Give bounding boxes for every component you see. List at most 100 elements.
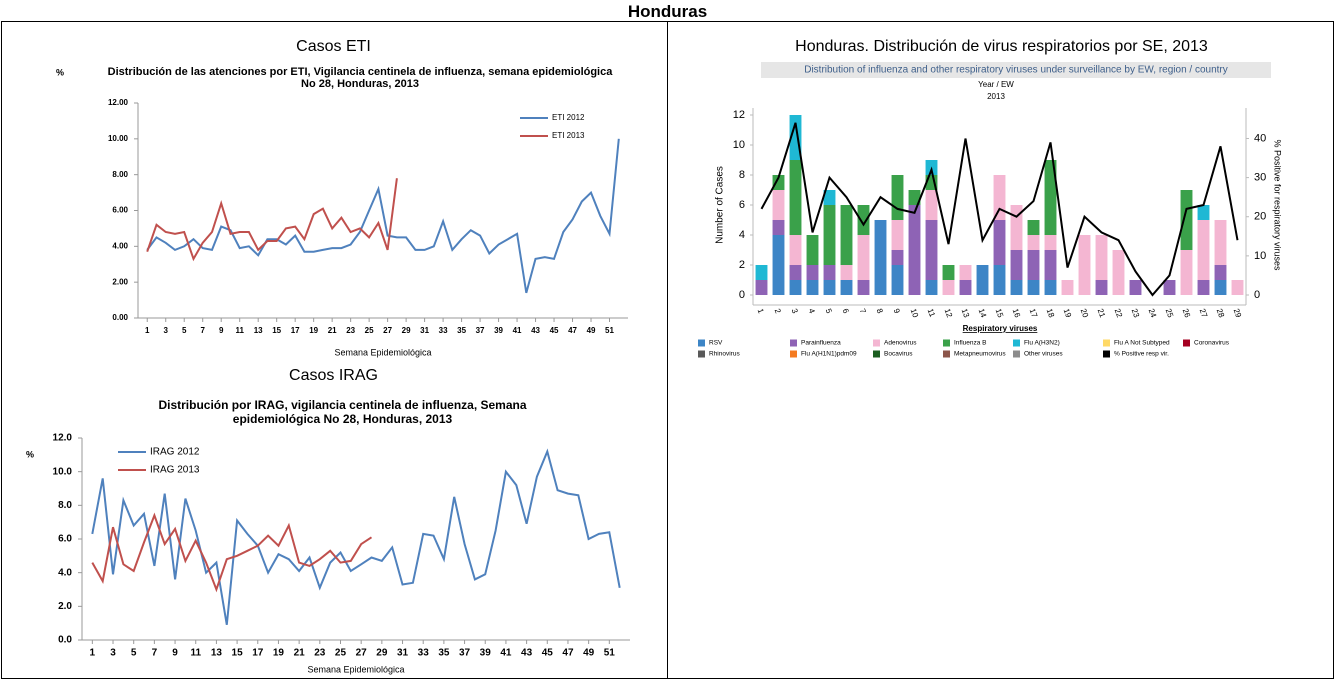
x-tick-label: 33 — [418, 648, 430, 659]
bar-segment — [993, 175, 1006, 220]
x-tick-label: 10 — [909, 307, 921, 319]
x-tick-label: 35 — [438, 648, 450, 659]
x-tick-label: 15 — [994, 307, 1006, 319]
y-tick-label: 4 — [739, 229, 745, 241]
bar-segment — [1095, 280, 1108, 295]
bar-segment — [891, 250, 904, 265]
bar-segment — [1197, 220, 1210, 280]
x-tick-label: 12 — [943, 307, 955, 319]
legend-swatch — [873, 339, 880, 347]
bar-segment — [1180, 190, 1193, 250]
bar-segment — [772, 190, 785, 220]
x-tick-label: 3 — [110, 648, 116, 659]
legend-label: Rhinovirus — [709, 351, 740, 358]
x-tick-label: 39 — [480, 648, 492, 659]
bar-segment — [789, 265, 802, 280]
bar-segment — [823, 280, 836, 295]
legend-swatch — [943, 350, 950, 358]
bar-segment — [1061, 280, 1074, 295]
x-tick-label: 41 — [513, 326, 522, 335]
bar-segment — [891, 220, 904, 250]
y-axis-label: % — [26, 449, 34, 459]
legend-label: RSV — [709, 340, 723, 347]
legend-label: Bocavirus — [884, 351, 913, 358]
bar-segment — [1027, 250, 1040, 280]
bar-segment — [1010, 250, 1023, 280]
x-tick-label: 39 — [494, 326, 503, 335]
bar-segment — [908, 205, 921, 295]
y-tick-label: 12.00 — [108, 98, 129, 107]
legend-swatch — [943, 339, 950, 347]
bar-segment — [1044, 250, 1057, 280]
x-tick-label: 23 — [314, 648, 326, 659]
bar-segment — [874, 220, 887, 295]
column-divider — [667, 21, 668, 679]
bar-segment — [823, 190, 836, 205]
x-tick-label: 31 — [397, 648, 409, 659]
legend-label: ETI 2012 — [552, 113, 585, 122]
bar-segment — [1180, 250, 1193, 295]
x-tick-label: 2 — [773, 307, 783, 315]
x-tick-label: 22 — [1113, 307, 1125, 319]
y-tick-label: 2.0 — [58, 601, 72, 612]
x-tick-label: 15 — [272, 326, 281, 335]
chart-title: Distribution of influenza and other resp… — [804, 65, 1228, 76]
x-axis-label: Semana Epidemiológica — [334, 347, 431, 357]
x-tick-label: 28 — [1215, 307, 1227, 319]
x-tick-label: 26 — [1181, 307, 1193, 319]
bar-segment — [1027, 220, 1040, 235]
x-tick-label: 13 — [211, 648, 223, 659]
x-tick-label: 3 — [790, 307, 800, 315]
y-axis-label: % — [56, 67, 64, 77]
bar-segment — [908, 190, 921, 205]
bar-segment — [1027, 235, 1040, 250]
legend-label: % Positive resp vir. — [1114, 351, 1169, 358]
y2-axis-label: % Positive for respiratory viruses — [1273, 139, 1283, 271]
x-tick-label: 19 — [1062, 307, 1074, 319]
bar-segment — [772, 220, 785, 235]
x-tick-label: 25 — [335, 648, 347, 659]
section-heading: Honduras. Distribución de virus respirat… — [795, 38, 1208, 55]
x-tick-label: 29 — [1232, 307, 1244, 319]
legend-swatch — [790, 339, 797, 347]
x-tick-label: 5 — [131, 648, 137, 659]
chart-title: Distribución de las atenciones por ETI, … — [107, 66, 613, 90]
legend-label: Flu A Not Subtyped — [1114, 340, 1170, 347]
bar-segment — [840, 265, 853, 280]
bar-segment — [891, 265, 904, 295]
y2-tick-label: 20 — [1254, 211, 1266, 223]
x-tick-label: 29 — [402, 326, 411, 335]
data-line — [91, 448, 621, 625]
bar-segment — [1044, 235, 1057, 250]
legend-swatch — [1103, 339, 1110, 347]
annotation: 2013 — [987, 92, 1005, 101]
bar-segment — [1044, 280, 1057, 295]
bar-segment — [857, 235, 870, 280]
x-axis-label: Semana Epidemiológica — [307, 664, 404, 674]
bar-segment — [1044, 160, 1057, 235]
x-tick-label: 9 — [892, 307, 902, 315]
x-tick-label: 5 — [182, 326, 187, 335]
x-tick-label: 21 — [294, 648, 306, 659]
bar-segment — [1231, 280, 1244, 295]
title-banner — [761, 62, 1271, 78]
x-tick-label: 47 — [562, 648, 574, 659]
x-tick-label: 20 — [1079, 307, 1091, 319]
legend-swatch — [698, 339, 705, 347]
x-tick-label: 23 — [1130, 307, 1142, 319]
bar-segment — [1197, 205, 1210, 220]
x-tick-label: 7 — [858, 307, 868, 315]
legend-label: Coronavirus — [1194, 340, 1230, 347]
legend-label: Adenovirus — [884, 340, 917, 347]
x-tick-label: 41 — [500, 648, 512, 659]
y-tick-label: 8.00 — [112, 170, 128, 179]
bar-segment — [806, 235, 819, 265]
x-tick-label: 51 — [605, 326, 614, 335]
y-tick-label: 4.00 — [112, 241, 128, 250]
bar-segment — [1112, 250, 1125, 295]
y-tick-label: 0 — [739, 289, 745, 301]
bar-segment — [993, 220, 1006, 265]
bar-segment — [959, 280, 972, 295]
